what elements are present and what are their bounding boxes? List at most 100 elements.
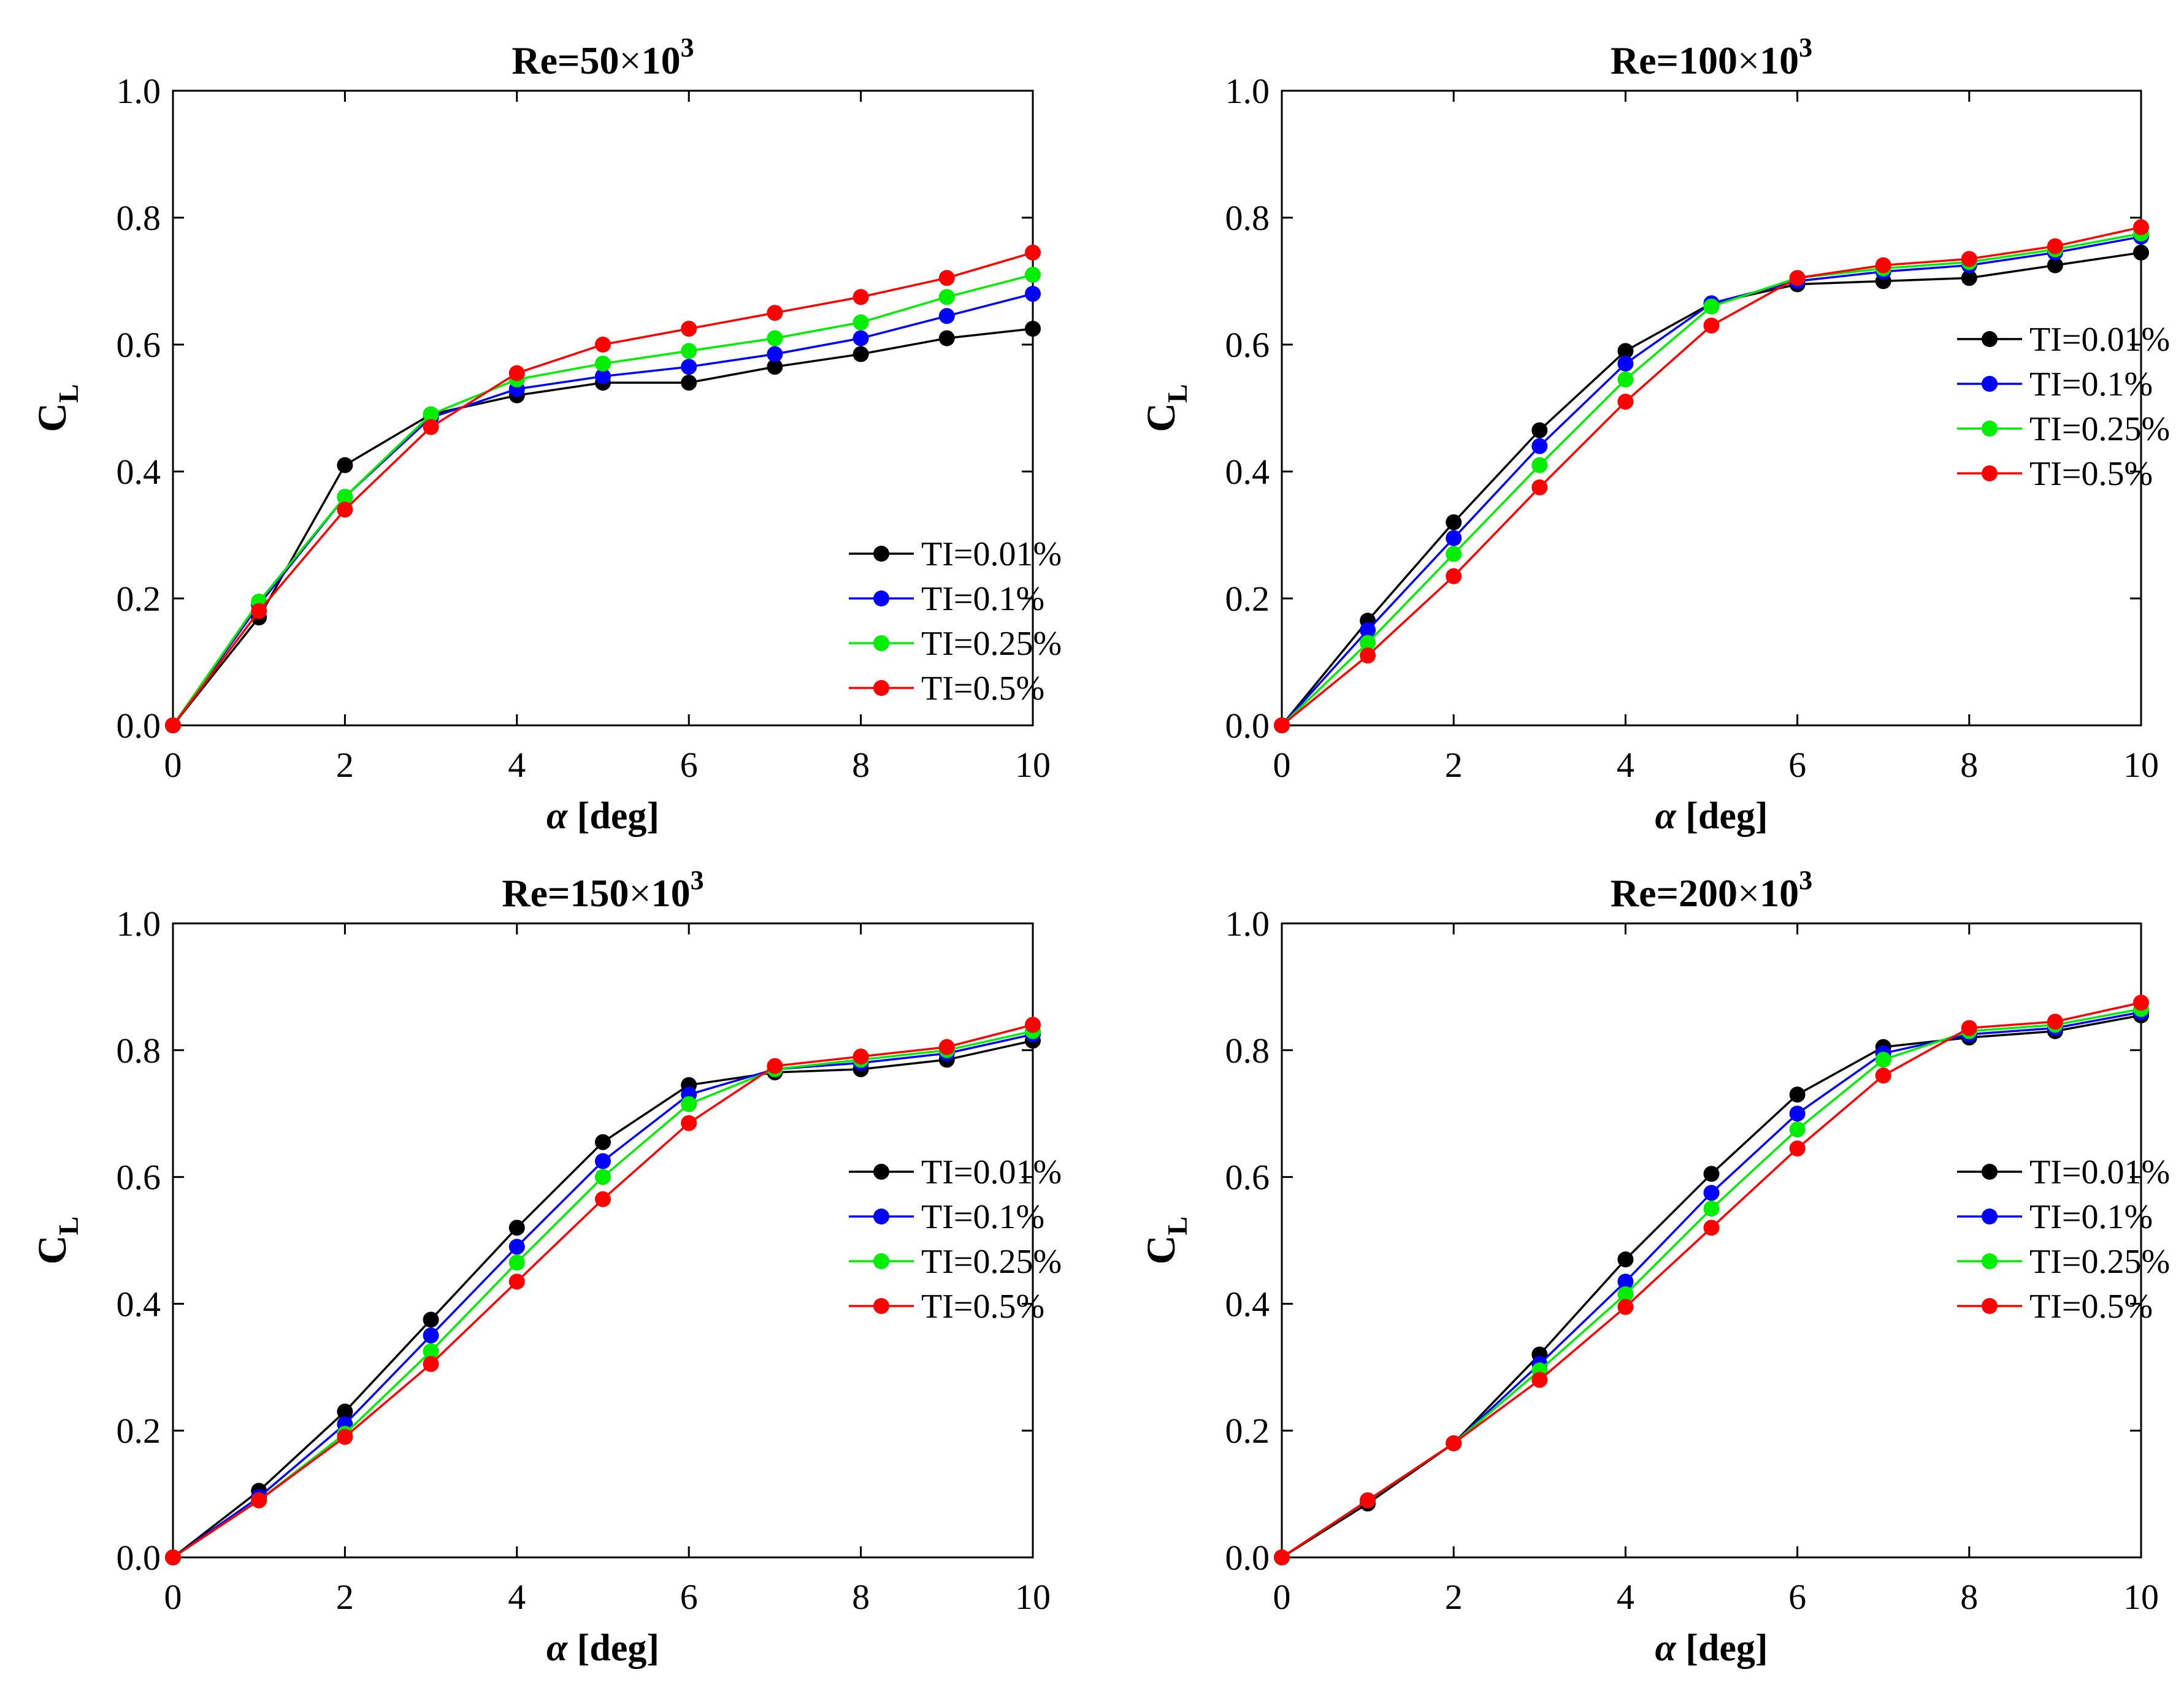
data-point (2047, 257, 2063, 273)
data-point (681, 1096, 697, 1112)
chart-panel-2: 0 2 4 6 8 10 0.0 0.2 0.4 0.6 0.8 1.0 Re=100×103 α [de… (1139, 32, 2170, 837)
data-point (853, 330, 869, 346)
data-point (1703, 1220, 1720, 1236)
x-tick-label: 2 (336, 1577, 354, 1617)
y-tick-label: 0.2 (1225, 579, 1270, 619)
data-point (1446, 514, 1462, 530)
x-tick-label: 8 (1960, 745, 1978, 785)
y-axis-label: CL (1139, 384, 1193, 432)
legend-marker (1982, 1298, 1998, 1314)
data-point (1961, 270, 1977, 286)
x-tick-label: 6 (680, 745, 698, 785)
x-tick-label: 6 (1788, 1577, 1806, 1617)
y-axis-label: CL (30, 384, 84, 432)
data-point (1360, 635, 1376, 651)
data-point (938, 270, 955, 286)
legend-label: TI=0.01% (921, 1153, 1062, 1191)
data-point (1617, 343, 1634, 359)
data-point (853, 1048, 869, 1065)
data-point (595, 337, 611, 353)
legend-label: TI=0.5% (2029, 1288, 2153, 1326)
data-point (508, 1220, 525, 1236)
data-point (767, 359, 783, 375)
y-tick-label: 0.2 (117, 1411, 161, 1451)
legend-label: TI=0.1% (921, 1198, 1044, 1236)
legend-label: TI=0.5% (2029, 455, 2153, 493)
data-point (2133, 995, 2149, 1011)
chart-title: Re=150×103 (502, 865, 703, 915)
data-point (1274, 1549, 1290, 1565)
data-point (853, 314, 869, 330)
data-point (165, 717, 181, 733)
data-point (1531, 438, 1548, 454)
y-tick-label: 0.4 (1225, 452, 1270, 492)
legend-label: TI=0.1% (921, 580, 1044, 618)
x-tick-label: 4 (508, 745, 526, 785)
x-axis-label: α [deg] (1655, 1627, 1768, 1669)
x-tick-label: 0 (164, 1577, 182, 1617)
data-point (1617, 1251, 1634, 1268)
data-point (595, 356, 611, 372)
legend-marker (873, 590, 889, 606)
legend-label: TI=0.01% (921, 535, 1062, 573)
data-point (1025, 244, 1041, 261)
data-point (423, 419, 439, 435)
y-tick-label: 0.2 (1225, 1411, 1270, 1451)
data-point (1703, 1166, 1720, 1182)
data-point (337, 1429, 353, 1445)
data-point (1617, 394, 1634, 410)
data-point (1789, 270, 1806, 286)
x-tick-label: 0 (164, 745, 182, 785)
data-point (1789, 1121, 1806, 1138)
y-tick-label: 0.2 (117, 579, 161, 619)
y-tick-label: 1.0 (117, 904, 161, 944)
data-point (423, 406, 439, 422)
y-tick-label: 0.6 (1225, 325, 1270, 365)
x-tick-label: 8 (852, 1577, 870, 1617)
data-point (853, 289, 869, 305)
x-axis-label: α [deg] (546, 795, 659, 837)
plot-area-frame (172, 90, 1034, 727)
data-point (1617, 356, 1634, 372)
y-tick-label: 0.8 (117, 1031, 161, 1071)
y-tick-label: 0.4 (117, 452, 161, 492)
legend-marker (1982, 1164, 1998, 1180)
data-point (508, 1239, 525, 1255)
data-point (1274, 717, 1290, 733)
legend-marker (873, 1253, 889, 1269)
legend-label: TI=0.25% (921, 1243, 1062, 1281)
data-point (1025, 286, 1041, 302)
data-point (1875, 1067, 1891, 1084)
data-point (853, 346, 869, 362)
x-tick-label: 6 (1788, 745, 1806, 785)
data-point (423, 1343, 439, 1359)
data-point (767, 330, 783, 346)
legend-marker (1982, 465, 1998, 481)
data-point (595, 1169, 611, 1185)
data-point (2133, 219, 2149, 235)
data-point (595, 1153, 611, 1169)
chart-panel-3: 0 2 4 6 8 10 0.0 0.2 0.4 0.6 0.8 1.0 Re=150×103 α [de… (30, 865, 1062, 1669)
data-point (508, 365, 525, 381)
x-tick-label: 10 (2123, 1577, 2159, 1617)
y-tick-label: 1.0 (1225, 71, 1270, 111)
data-point (1531, 422, 1548, 438)
data-point (337, 489, 353, 505)
legend-label: TI=0.1% (2029, 365, 2153, 403)
series-line-1 (1281, 1014, 2142, 1559)
y-tick-label: 0.6 (117, 1158, 161, 1197)
series-line-4 (172, 251, 1033, 727)
data-point (681, 343, 697, 359)
x-tick-label: 6 (680, 1577, 698, 1617)
legend-marker (873, 635, 889, 651)
data-point (508, 1274, 525, 1290)
data-point (595, 1134, 611, 1150)
x-tick-label: 0 (1273, 1577, 1291, 1617)
y-tick-label: 0.4 (1225, 1284, 1270, 1324)
y-tick-label: 0.8 (1225, 198, 1270, 238)
data-point (337, 457, 353, 473)
data-point (1025, 267, 1041, 283)
chart-panel-1: 0 2 4 6 8 10 0.0 0.2 0.4 0.6 0.8 1.0 Re=50×103 α [deg… (30, 32, 1062, 837)
legend-marker (1982, 421, 1998, 437)
legend-label: TI=0.5% (921, 1288, 1044, 1326)
